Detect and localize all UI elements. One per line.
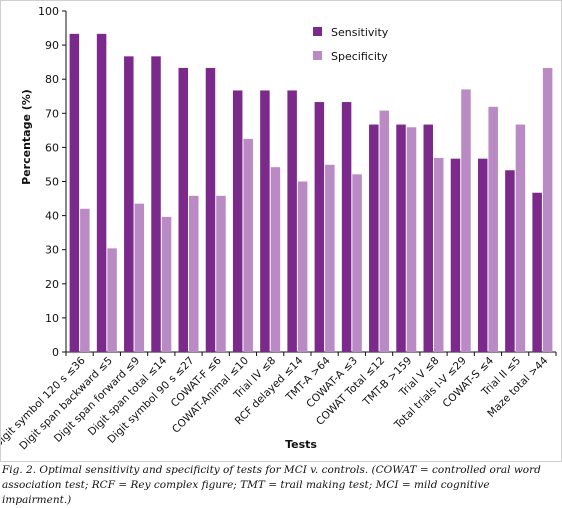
bar-sensitivity-12 [369,124,379,352]
legend: Sensitivity Specificity [313,26,389,63]
bar-specificity-13 [406,127,417,352]
bar-specificity-12 [379,110,390,353]
bar-specificity-8 [270,167,281,352]
figure-caption: Fig. 2. Optimal sensitivity and specific… [2,464,541,506]
y-tick-label: 60 [45,141,59,154]
bar-sensitivity-2 [96,33,107,353]
bar-specificity-2 [107,248,117,352]
bar-specificity-15 [461,89,471,353]
bar-sensitivity-11 [341,102,352,352]
bar-sensitivity-17 [505,170,515,352]
y-tick-label: 80 [45,73,59,86]
bar-specificity-18 [542,67,553,353]
bar-sensitivity-13 [396,124,406,352]
bar-sensitivity-7 [232,90,243,352]
bar-specificity-9 [297,181,308,352]
bar-specificity-6 [216,195,226,352]
y-tick-label: 40 [45,210,59,223]
bar-specificity-3 [134,203,145,352]
bar-specificity-11 [352,174,362,352]
bar-specificity-4 [161,216,172,352]
bar-sensitivity-8 [260,90,270,352]
y-tick-label: 100 [38,5,59,18]
bar-chart: 0 10 20 30 40 50 60 70 80 90 100 Digit symbol 120 … [1,5,557,452]
bar-sensitivity-4 [151,56,161,353]
x-axis-title: Tests [285,438,317,451]
bar-specificity-7 [243,138,253,352]
bar-specificity-5 [189,195,199,352]
bar-sensitivity-3 [124,56,134,353]
bar-sensitivity-16 [477,158,488,352]
bar-sensitivity-10 [314,102,325,352]
bar-specificity-14 [434,157,444,352]
y-tick-label: 20 [45,278,59,291]
legend-label-specificity: Specificity [331,50,388,63]
y-tick-label: 90 [45,39,59,52]
bars [69,33,553,353]
bar-sensitivity-18 [532,192,542,352]
axes: 0 10 20 30 40 50 60 70 80 90 100 [38,5,557,359]
bar-specificity-10 [325,164,335,352]
legend-label-sensitivity: Sensitivity [331,26,389,39]
bar-sensitivity-1 [69,33,80,353]
bar-sensitivity-15 [450,158,461,352]
chart-frame: 0 10 20 30 40 50 60 70 80 90 100 Digit symbol 120 … [0,0,562,462]
bar-specificity-17 [515,124,526,352]
bar-sensitivity-14 [423,124,433,352]
y-axis-title: Percentage (%) [20,89,33,185]
y-tick-label: 10 [45,312,59,325]
y-tick-label: 70 [45,107,59,120]
bar-specificity-16 [488,106,498,352]
y-tick-label: 0 [52,346,59,359]
bar-sensitivity-5 [178,67,188,353]
legend-swatch-specificity [313,51,322,60]
y-tick-label: 30 [45,244,59,257]
legend-swatch-sensitivity [313,27,322,36]
bar-sensitivity-9 [287,90,297,352]
bar-specificity-1 [80,208,90,352]
y-tick-label: 50 [45,176,59,189]
bar-sensitivity-6 [205,67,216,353]
